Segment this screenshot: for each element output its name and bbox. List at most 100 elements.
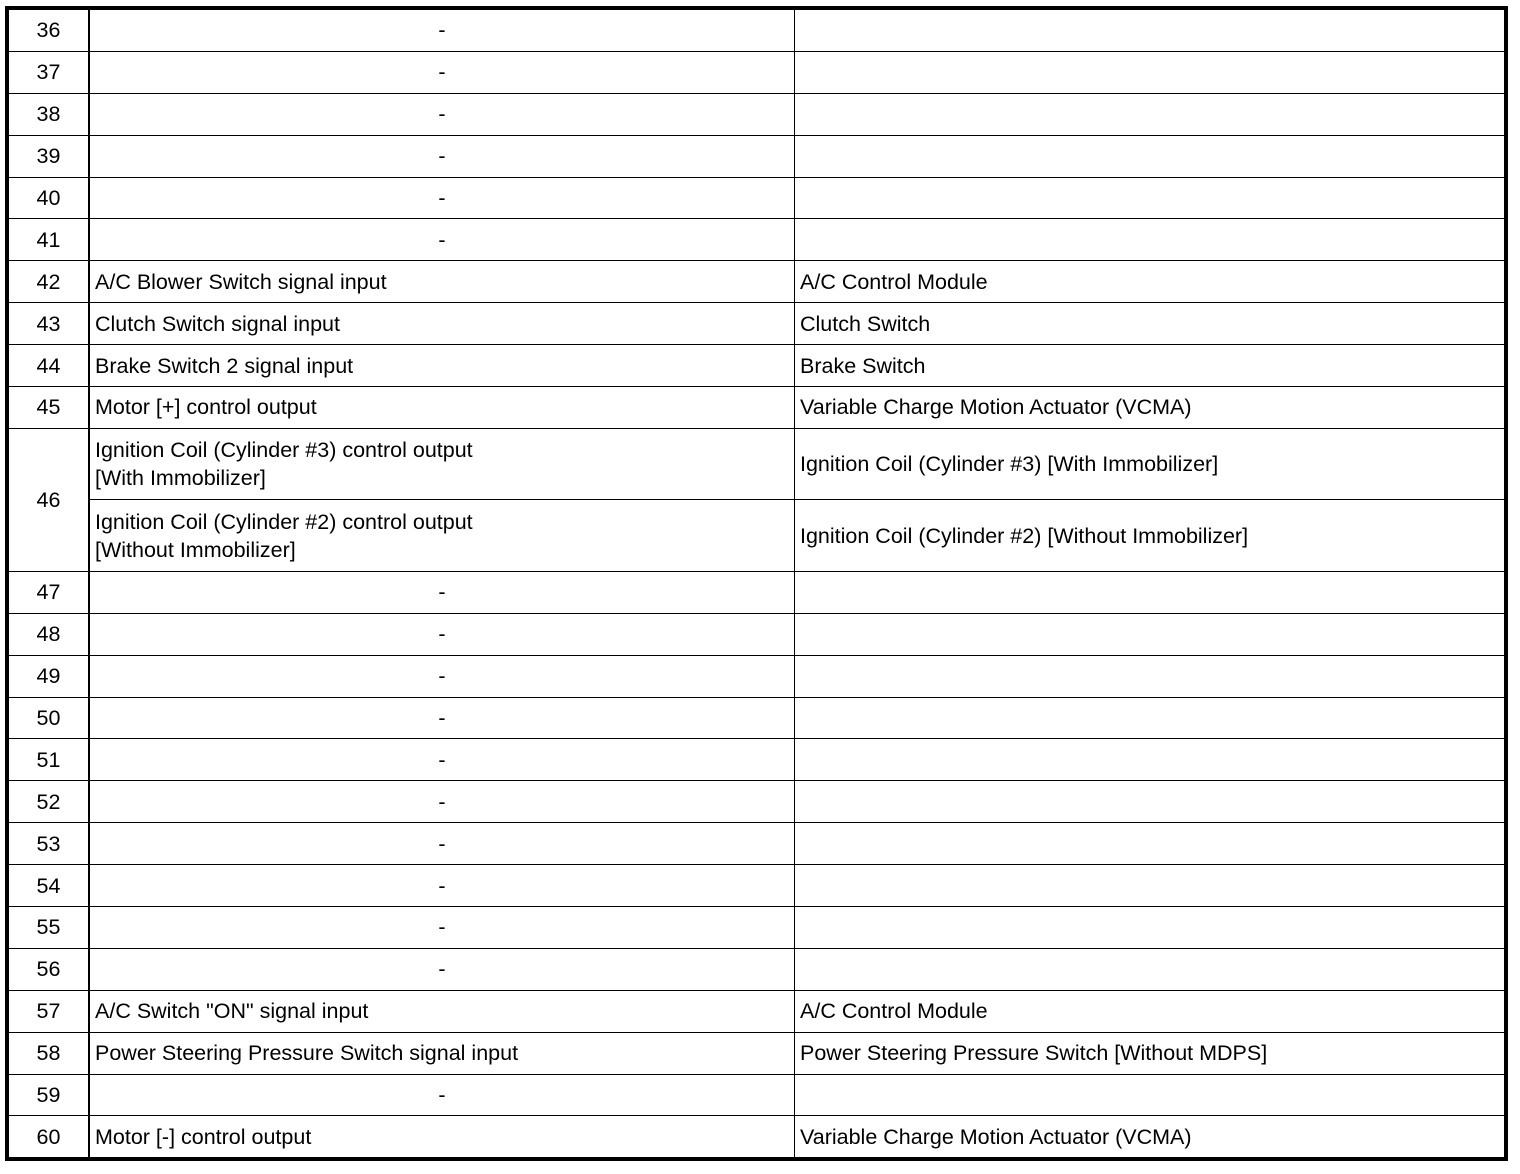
connected-to-cell — [794, 1073, 1507, 1117]
function-cell: Motor [-] control output — [88, 1115, 795, 1160]
pin-number: 52 — [6, 780, 90, 824]
function-cell: - — [88, 696, 795, 740]
pin-number: 44 — [6, 344, 90, 388]
function-cell: - — [88, 612, 795, 656]
pin-number: 54 — [6, 864, 90, 908]
pin-number: 59 — [6, 1073, 90, 1117]
function-cell: - — [88, 570, 795, 614]
function-text: - — [438, 60, 446, 85]
function-text: Power Steering Pressure Switch signal in… — [95, 1041, 519, 1066]
connected-to-cell — [794, 780, 1507, 824]
function-cell: - — [88, 780, 795, 824]
pin-number: 46 — [6, 427, 90, 572]
function-cell: - — [88, 822, 795, 866]
connected-to-cell — [794, 134, 1507, 178]
pin-number: 40 — [6, 176, 90, 220]
pin-number: 37 — [6, 50, 90, 94]
function-cell: - — [88, 134, 795, 178]
table-row: 59 - — [6, 1073, 1507, 1117]
function-cell: Ignition Coil (Cylinder #3) control outp… — [88, 427, 795, 501]
table-row: 51 - — [6, 738, 1507, 782]
table-row: 52 - — [6, 780, 1507, 824]
pin-number: 60 — [6, 1115, 90, 1160]
table-row: 36 - — [6, 7, 1507, 52]
pin-table-body: 36 - 37 - 38 - 39 - 40 - 41 - 42 A/C Blower Switch si… — [6, 7, 1507, 1160]
connected-to-cell — [794, 570, 1507, 614]
table-row: 46 Ignition Coil (Cylinder #3) control ou… — [6, 427, 1507, 572]
function-cell: Brake Switch 2 signal input — [88, 344, 795, 388]
connected-to-cell — [794, 654, 1507, 698]
pin-number: 36 — [6, 7, 90, 52]
function-text: - — [438, 580, 446, 605]
pin-number: 48 — [6, 612, 90, 656]
function-text: - — [438, 915, 446, 940]
function-cell: - — [88, 864, 795, 908]
pin-number: 41 — [6, 218, 90, 262]
table-row: 45 Motor [+] control output Variable Charg… — [6, 386, 1507, 429]
connected-to-cell — [794, 7, 1507, 52]
pin-number: 39 — [6, 134, 90, 178]
function-cell: A/C Blower Switch signal input — [88, 260, 795, 304]
function-text: Ignition Coil (Cylinder #3) control outp… — [95, 438, 473, 463]
function-cell: Motor [+] control output — [88, 386, 795, 429]
table-row: 44 Brake Switch 2 signal input Brake Switc… — [6, 344, 1507, 388]
function-cell: - — [88, 738, 795, 782]
function-cell: - — [88, 906, 795, 949]
pin-number: 47 — [6, 570, 90, 614]
pin-number: 38 — [6, 92, 90, 136]
table-row: 50 - — [6, 696, 1507, 740]
function-text: Motor [+] control output — [95, 395, 317, 420]
function-text: - — [438, 102, 446, 127]
function-text: - — [438, 706, 446, 731]
function-note: [With Immobilizer] — [95, 466, 266, 491]
pin-number: 55 — [6, 906, 90, 949]
function-cell: A/C Switch "ON" signal input — [88, 989, 795, 1033]
table-row: 58 Power Steering Pressure Switch signal … — [6, 1031, 1507, 1075]
pin-number: 56 — [6, 947, 90, 991]
connected-to-cell — [794, 50, 1507, 94]
table-row: 40 - — [6, 176, 1507, 220]
function-text: Clutch Switch signal input — [95, 311, 340, 336]
table-row: 49 - — [6, 654, 1507, 698]
function-cell: - — [88, 947, 795, 991]
connected-to-cell — [794, 906, 1507, 949]
connected-to-cell — [794, 176, 1507, 220]
connected-to-cell: Power Steering Pressure Switch [Without … — [794, 1031, 1507, 1075]
pin-number: 57 — [6, 989, 90, 1033]
connected-to-cell — [794, 947, 1507, 991]
connected-to-cell — [794, 612, 1507, 656]
function-cell: - — [88, 50, 795, 94]
function-cell: Clutch Switch signal input — [88, 302, 795, 346]
pin-number: 50 — [6, 696, 90, 740]
function-text: - — [438, 831, 446, 856]
pin-number: 53 — [6, 822, 90, 866]
table-row: 39 - — [6, 134, 1507, 178]
function-text: - — [438, 957, 446, 982]
connected-to-cell: Variable Charge Motion Actuator (VCMA) — [794, 1115, 1507, 1160]
connected-to-cell — [794, 696, 1507, 740]
function-cell: - — [88, 654, 795, 698]
table-row: 60 Motor [-] control output Variable Charg… — [6, 1115, 1507, 1160]
table-row: 54 - — [6, 864, 1507, 908]
table-row: 55 - — [6, 906, 1507, 949]
connected-to-cell: Clutch Switch — [794, 302, 1507, 346]
function-cell: - — [88, 7, 795, 52]
pin-number: 43 — [6, 302, 90, 346]
connected-to-cell — [794, 822, 1507, 866]
function-text: - — [438, 186, 446, 210]
function-text: A/C Switch "ON" signal input — [95, 999, 369, 1024]
table-row: 37 - — [6, 50, 1507, 94]
function-text: - — [438, 873, 446, 898]
function-text: - — [438, 664, 446, 689]
function-text: Brake Switch 2 signal input — [95, 353, 354, 378]
function-text: - — [438, 622, 446, 647]
pin-number: 49 — [6, 654, 90, 698]
function-text: Ignition Coil (Cylinder #2) control outp… — [95, 509, 473, 534]
table-row: 43 Clutch Switch signal input Clutch Switc… — [6, 302, 1507, 346]
pin-number: 45 — [6, 386, 90, 429]
function-text: Motor [-] control output — [95, 1124, 312, 1149]
table-row: 38 - — [6, 92, 1507, 136]
function-text: - — [438, 1083, 446, 1108]
connected-to-cell — [794, 92, 1507, 136]
function-cell: - — [88, 92, 795, 136]
